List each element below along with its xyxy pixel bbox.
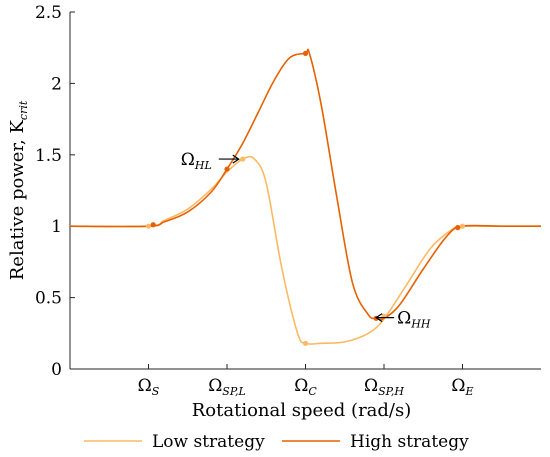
x-tick-label: ΩSP,H (364, 376, 404, 398)
x-tick-label-sub: SP,L (222, 385, 246, 398)
low-strategy-marker (302, 340, 309, 346)
x-tick-label-main: Ω (208, 376, 222, 396)
legend-label: Low strategy (152, 432, 265, 452)
high-strategy-line (69, 48, 541, 321)
y-axis-label-sub: crit (17, 100, 30, 120)
y-axis-label-main: Relative power, K (7, 120, 28, 281)
y-tick-label: 2.5 (35, 3, 62, 23)
low-strategy-line (69, 155, 541, 345)
series-layer (69, 48, 541, 345)
high-strategy-marker (302, 50, 309, 57)
y-tick-label: 1.5 (35, 146, 62, 166)
annotation-arrowhead (232, 154, 240, 164)
annotation-label-sub: HL (194, 159, 212, 172)
x-tick-label: ΩS (138, 376, 160, 398)
low-strategy-marker (240, 156, 246, 162)
x-tick-label-main: Ω (294, 376, 308, 396)
x-tick-label: ΩE (451, 376, 473, 398)
high-strategy-marker (224, 166, 230, 172)
x-tick-label: ΩSP,L (208, 376, 246, 398)
y-tick-label: 1 (51, 217, 62, 237)
annotation-label: ΩHL (181, 150, 212, 172)
annotation-label-main: Ω (181, 150, 195, 170)
y-tick-label: 0 (51, 360, 62, 380)
x-tick-label: ΩC (294, 376, 317, 398)
x-axis-label: Rotational speed (rad/s) (192, 400, 412, 421)
x-tick-label-sub: E (465, 385, 474, 398)
high-strategy-marker (455, 225, 461, 231)
y-tick-label: 2 (51, 74, 62, 94)
low-strategy-marker (145, 223, 152, 229)
annotation-label-sub: HH (410, 318, 431, 331)
annotation-arrowhead (375, 313, 383, 323)
x-tick-label-main: Ω (364, 376, 378, 396)
x-tick-label-main: Ω (451, 376, 465, 396)
y-axis-label: Relative power, Kcrit (7, 100, 30, 280)
low-strategy-marker (459, 223, 466, 229)
x-tick-label-sub: C (308, 385, 317, 398)
x-tick-label-main: Ω (138, 376, 152, 396)
legend: Low strategy High strategy (84, 432, 469, 452)
y-tick-label: 0.5 (35, 289, 62, 309)
x-tick-label-sub: SP,H (378, 385, 404, 398)
legend-label: High strategy (350, 432, 469, 452)
annotation-label-main: Ω (397, 309, 411, 329)
x-tick-label-sub: S (152, 385, 160, 398)
annotation-label: ΩHH (397, 309, 431, 331)
marker-layer (145, 50, 466, 346)
high-strategy-marker (150, 222, 156, 228)
